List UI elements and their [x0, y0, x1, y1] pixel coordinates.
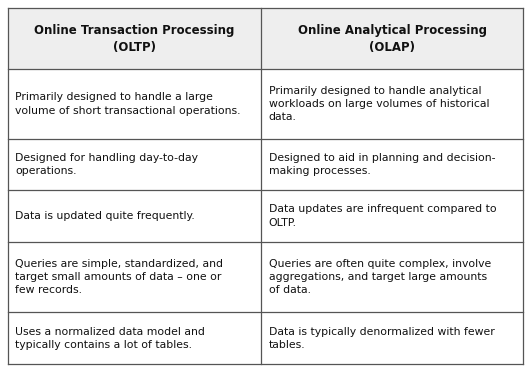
- Bar: [8, 190, 261, 242]
- Bar: [261, 139, 523, 190]
- Text: Online Transaction Processing
(OLTP): Online Transaction Processing (OLTP): [35, 24, 235, 54]
- Bar: [261, 70, 523, 139]
- Text: Primarily designed to handle analytical
workloads on large volumes of historical: Primarily designed to handle analytical …: [269, 86, 489, 122]
- Bar: [8, 139, 261, 190]
- Text: Online Analytical Processing
(OLAP): Online Analytical Processing (OLAP): [298, 24, 486, 54]
- Bar: [8, 242, 261, 312]
- Text: Data is typically denormalized with fewer
tables.: Data is typically denormalized with fewe…: [269, 327, 494, 350]
- Bar: [261, 8, 523, 70]
- Bar: [8, 8, 261, 70]
- Text: Queries are often quite complex, involve
aggregations, and target large amounts
: Queries are often quite complex, involve…: [269, 259, 491, 295]
- Bar: [8, 312, 261, 364]
- Text: Designed to aid in planning and decision-
making processes.: Designed to aid in planning and decision…: [269, 153, 495, 176]
- Bar: [261, 190, 523, 242]
- Text: Data updates are infrequent compared to
OLTP.: Data updates are infrequent compared to …: [269, 204, 496, 228]
- Text: Designed for handling day-to-day
operations.: Designed for handling day-to-day operati…: [15, 153, 199, 176]
- Bar: [261, 242, 523, 312]
- Text: Primarily designed to handle a large
volume of short transactional operations.: Primarily designed to handle a large vol…: [15, 92, 241, 116]
- Text: Queries are simple, standardized, and
target small amounts of data – one or
few : Queries are simple, standardized, and ta…: [15, 259, 224, 295]
- Text: Data is updated quite frequently.: Data is updated quite frequently.: [15, 211, 195, 221]
- Bar: [261, 312, 523, 364]
- Bar: [8, 70, 261, 139]
- Text: Uses a normalized data model and
typically contains a lot of tables.: Uses a normalized data model and typical…: [15, 327, 205, 350]
